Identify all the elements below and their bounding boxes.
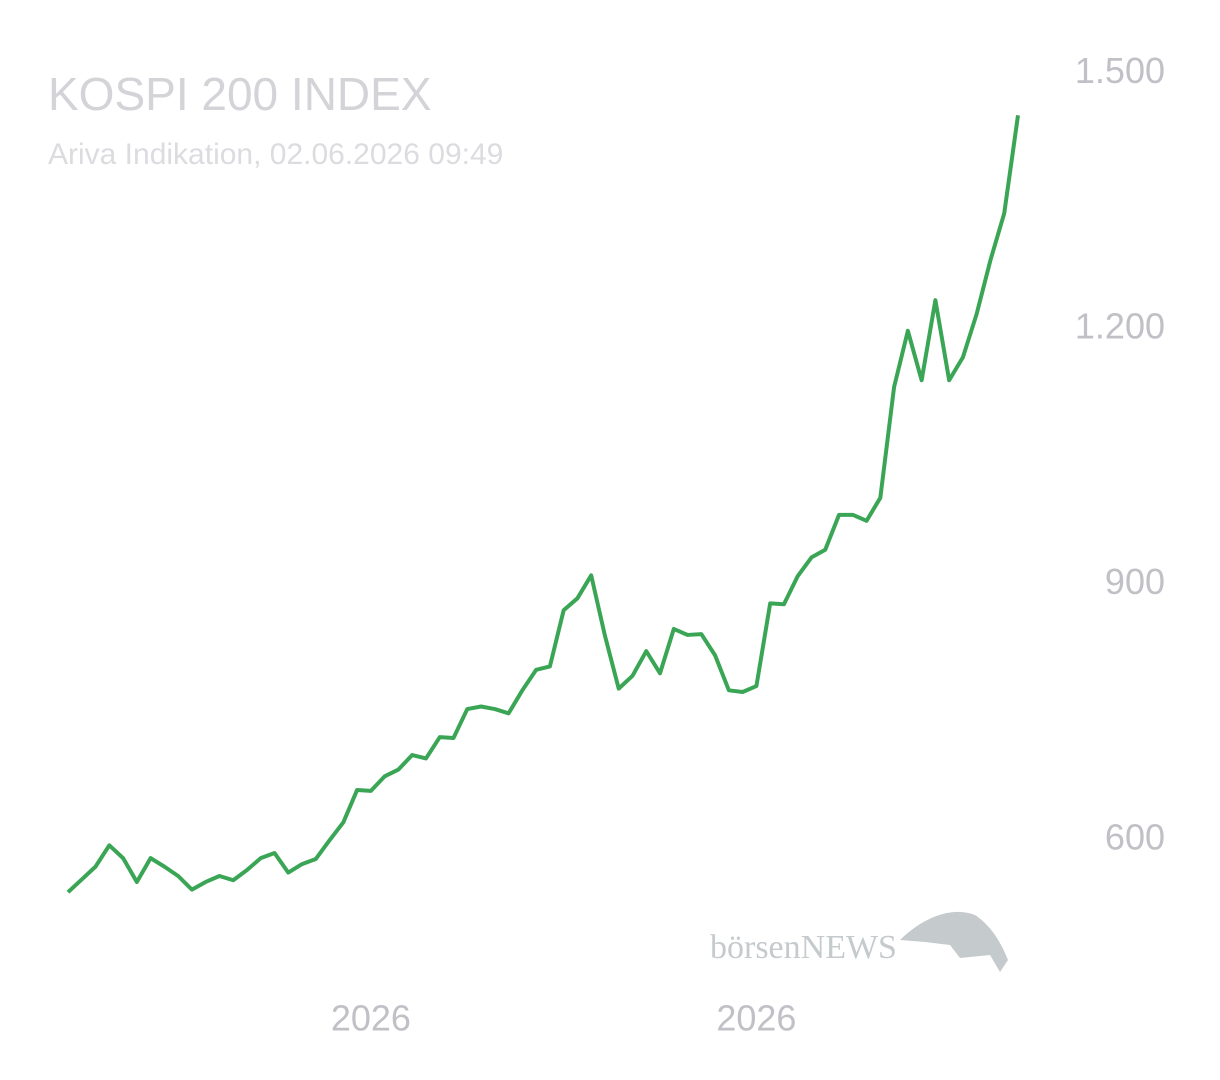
- x-tick-label: 2026: [331, 998, 411, 1039]
- x-tick-label: 2026: [716, 998, 796, 1039]
- y-tick-label: 900: [1105, 561, 1165, 602]
- watermark: börsenNEWS: [710, 929, 897, 966]
- y-tick-label: 600: [1105, 817, 1165, 858]
- bull-icon: [900, 911, 1008, 972]
- y-tick-label: 1.500: [1075, 50, 1165, 91]
- y-tick-label: 1.200: [1075, 306, 1165, 347]
- watermark-logo: börsenNEWS: [710, 911, 1008, 972]
- chart-title: KOSPI 200 INDEX: [48, 68, 432, 120]
- line: [66, 115, 1020, 894]
- chart-subtitle: Ariva Indikation, 02.06.2026 09:49: [48, 138, 503, 171]
